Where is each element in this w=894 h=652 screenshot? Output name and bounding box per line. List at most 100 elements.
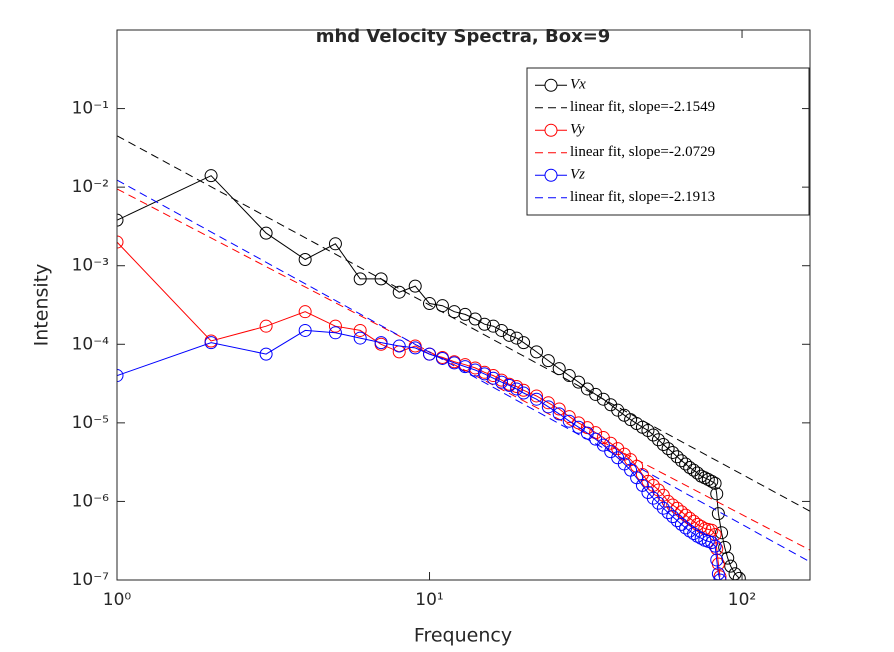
marker [572, 420, 586, 434]
marker [711, 507, 725, 521]
x-tick-label: 10⁰ [103, 590, 132, 610]
marker [701, 473, 715, 487]
marker [298, 305, 312, 319]
marker [666, 510, 680, 524]
marker [589, 387, 603, 401]
marker [562, 369, 576, 383]
marker [328, 237, 342, 251]
marker [713, 570, 727, 580]
marker [117, 213, 124, 227]
marker [552, 402, 566, 416]
marker [661, 506, 675, 520]
marker [674, 454, 688, 468]
marker [517, 383, 531, 397]
y-tick-label: 10⁻⁶ [72, 491, 110, 511]
marker [530, 345, 544, 359]
marker [204, 336, 218, 350]
marker [423, 297, 437, 311]
marker [117, 369, 124, 383]
marker [530, 392, 544, 406]
legend-label: linear fit, slope=-2.1913 [570, 189, 715, 205]
marker [408, 341, 422, 355]
legend-label: Vx [570, 77, 586, 93]
marker [541, 354, 555, 368]
marker [705, 474, 719, 488]
marker [670, 450, 684, 464]
marker [510, 331, 524, 345]
marker [392, 339, 406, 353]
marker [298, 252, 312, 266]
marker [486, 371, 500, 385]
marker [353, 331, 367, 345]
marker [259, 347, 273, 361]
marker [552, 362, 566, 376]
marker [656, 501, 670, 515]
marker [687, 527, 701, 541]
y-axis-label: Intensity [31, 264, 53, 347]
legend-marker [544, 78, 558, 92]
series-line [117, 329, 721, 580]
marker [478, 317, 492, 331]
marker [646, 491, 660, 505]
marker [478, 367, 492, 381]
marker [670, 514, 684, 528]
marker [510, 382, 524, 396]
marker [502, 328, 516, 342]
series-line [117, 175, 740, 579]
legend-box [526, 67, 810, 216]
y-tick-label: 10⁻⁷ [72, 570, 110, 590]
marker [721, 551, 735, 565]
legend-label: linear fit, slope=-2.1549 [570, 99, 715, 115]
x-axis-label: Frequency [414, 625, 512, 647]
marker [661, 494, 675, 508]
marker [713, 573, 727, 580]
marker [646, 478, 660, 492]
y-tick-label: 10⁻⁵ [72, 413, 109, 433]
marker [572, 375, 586, 389]
marker [468, 363, 482, 377]
marker [328, 319, 342, 333]
axes-box [116, 29, 811, 581]
marker [674, 517, 688, 531]
marker [408, 279, 422, 293]
marker [117, 235, 124, 249]
marker [486, 319, 500, 333]
marker [690, 529, 704, 543]
marker [708, 539, 722, 553]
marker [423, 347, 437, 361]
marker [353, 272, 367, 286]
legend-marker [544, 123, 558, 137]
marker [562, 414, 576, 428]
marker [204, 169, 218, 183]
marker [259, 319, 273, 333]
marker [710, 487, 724, 501]
marker [679, 457, 693, 471]
legend-label: Vz [570, 167, 585, 183]
marker [651, 496, 665, 510]
marker [435, 351, 449, 365]
marker [353, 323, 367, 337]
marker [661, 442, 675, 456]
fit-line [117, 179, 810, 563]
plot-layer [117, 135, 810, 580]
marker [374, 336, 388, 350]
marker [708, 476, 722, 490]
marker [690, 466, 704, 480]
y-tick-label: 10⁻² [72, 177, 109, 197]
marker [517, 386, 531, 400]
legend-marker [544, 168, 558, 182]
marker [651, 433, 665, 447]
marker [705, 536, 719, 550]
legend: Vx linear fit, slope=-2.1549 Vy linear fit,… [526, 67, 810, 216]
marker [732, 571, 746, 580]
y-tick-label: 10⁻¹ [72, 99, 109, 119]
marker [517, 336, 531, 350]
chart-title: mhd Velocity Spectra, Box=9 [316, 26, 611, 47]
fit-line [117, 135, 810, 512]
marker [374, 272, 388, 286]
x-tick-label: 10² [728, 590, 756, 610]
marker [541, 400, 555, 414]
marker [495, 375, 509, 389]
marker [328, 326, 342, 340]
